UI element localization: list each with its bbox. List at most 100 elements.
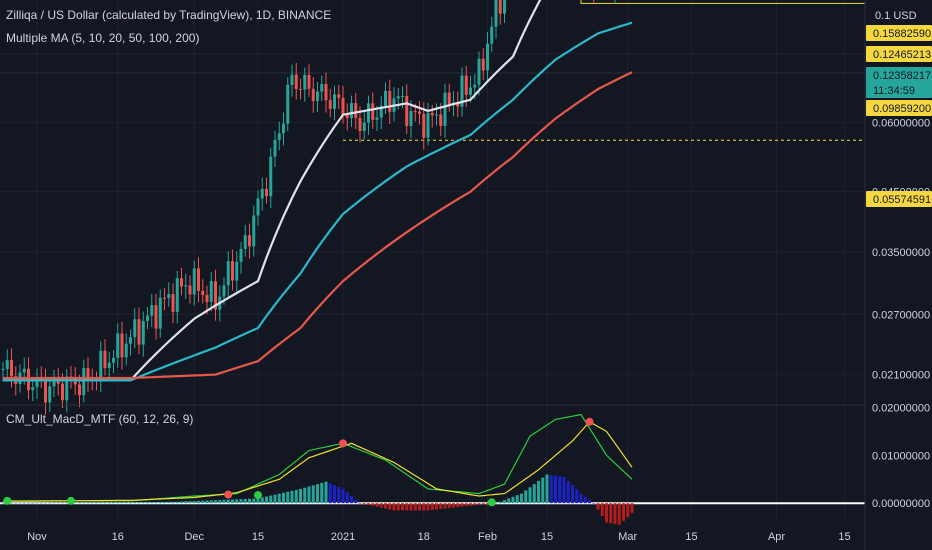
- candle-body: [223, 285, 226, 296]
- macd-histogram-bar: [388, 503, 391, 509]
- candle-body: [384, 91, 387, 106]
- macd-histogram-bar: [108, 502, 111, 503]
- candle-body: [482, 59, 485, 71]
- macd-histogram-bar: [82, 503, 85, 504]
- time-axis-label: 18: [418, 531, 430, 543]
- time-axis-label: 16: [112, 531, 124, 543]
- candle-body: [227, 261, 230, 285]
- candle-body: [282, 124, 285, 134]
- macd-histogram-bar: [31, 503, 34, 504]
- candle-body: [44, 380, 47, 403]
- macd-histogram-bar: [48, 503, 51, 504]
- macd-axis-tick: 0.01000000: [872, 450, 930, 462]
- macd-histogram-bar: [631, 503, 634, 513]
- candle-body: [329, 100, 332, 109]
- macd-histogram-bar: [159, 502, 162, 503]
- macd-histogram-bar: [40, 503, 43, 504]
- candle-body: [265, 189, 268, 196]
- candle-body: [121, 334, 124, 358]
- candle-body: [138, 319, 141, 344]
- macd-histogram-bar: [125, 502, 128, 503]
- candle-body: [155, 305, 158, 328]
- macd-histogram-bar: [584, 497, 587, 503]
- macd-histogram-bar: [507, 498, 510, 503]
- candle-body: [499, 0, 502, 14]
- level-price-tag[interactable]: 0.12465213: [866, 46, 932, 62]
- macd-histogram-bar: [580, 494, 583, 504]
- candle-body: [363, 123, 366, 131]
- macd-histogram-bar: [503, 500, 506, 503]
- candle-body: [354, 103, 357, 118]
- macd-histogram-bar: [269, 496, 272, 504]
- candle-body: [197, 268, 200, 290]
- macd-histogram-bar: [554, 476, 557, 504]
- current-price-tag[interactable]: 11:34:59: [866, 82, 932, 98]
- candle-body: [261, 189, 264, 199]
- macd-histogram-bar: [614, 503, 617, 524]
- macd-histogram-bar: [563, 477, 566, 503]
- candle-body: [206, 295, 209, 302]
- candle[interactable]: [286, 77, 289, 131]
- macd-histogram-bar: [44, 503, 47, 504]
- macd-cross-marker: [67, 497, 75, 505]
- candle-body: [414, 111, 417, 112]
- macd-histogram-bar: [414, 503, 417, 510]
- macd-cross-marker: [339, 439, 347, 447]
- ma-indicator-label[interactable]: Multiple MA (5, 10, 20, 50, 100, 200): [6, 31, 199, 45]
- macd-histogram-bar: [376, 503, 379, 507]
- candle-body: [82, 368, 85, 395]
- candle-body: [176, 278, 179, 312]
- macd-histogram-bar: [427, 503, 430, 510]
- macd-histogram-bar: [431, 503, 434, 510]
- macd-histogram-bar: [150, 502, 153, 503]
- current-price-tag[interactable]: 0.12358217: [866, 67, 932, 83]
- macd-histogram-bar: [363, 503, 366, 504]
- candle-body: [503, 0, 506, 14]
- candle-body: [312, 89, 315, 101]
- macd-histogram-bar: [129, 502, 132, 503]
- macd-histogram-bar: [371, 503, 374, 506]
- macd-histogram-bar: [146, 502, 149, 503]
- macd-histogram-bar: [478, 503, 481, 505]
- candle-body: [23, 369, 26, 373]
- level-price-tag[interactable]: 0.05574591: [866, 191, 932, 207]
- macd-histogram-bar: [337, 487, 340, 503]
- macd-histogram-bar: [605, 503, 608, 522]
- time-axis-label: 15: [252, 531, 264, 543]
- macd-histogram-bar: [257, 498, 260, 503]
- macd-histogram-bar: [622, 503, 625, 521]
- candle-body: [303, 75, 306, 90]
- symbol-title[interactable]: Zilliqa / US Dollar (calculated by Tradi…: [6, 8, 331, 22]
- level-price-tag[interactable]: 0.15882590: [866, 25, 932, 41]
- macd-histogram-bar: [592, 503, 595, 504]
- level-price-tag[interactable]: 0.09859200: [866, 100, 932, 116]
- candle-body: [48, 386, 51, 402]
- macd-histogram-bar: [210, 500, 213, 503]
- macd-histogram-bar: [597, 503, 600, 509]
- macd-histogram-bar: [299, 489, 302, 503]
- macd-indicator-label[interactable]: CM_Ult_MacD_MTF (60, 12, 26, 9): [6, 412, 193, 426]
- candle-body: [388, 91, 391, 112]
- macd-histogram-bar: [308, 486, 311, 503]
- macd-histogram-bar: [36, 503, 39, 504]
- macd-histogram-bar: [53, 503, 56, 504]
- macd-histogram-bar: [23, 503, 26, 504]
- tag-label: 0.09859200: [873, 103, 931, 115]
- candle-body: [486, 44, 489, 71]
- macd-histogram-bar: [354, 500, 357, 504]
- candle-body: [308, 75, 311, 89]
- macd-histogram-bar: [444, 503, 447, 508]
- candle-body: [469, 88, 472, 95]
- macd-histogram-bar: [537, 481, 540, 503]
- candle-body: [2, 369, 5, 370]
- macd-histogram-bar: [206, 500, 209, 503]
- candle-body: [478, 59, 481, 85]
- macd-histogram-bar: [448, 503, 451, 508]
- candle-body: [473, 85, 476, 88]
- macd-histogram-bar: [265, 497, 268, 504]
- candle-body: [278, 133, 281, 140]
- candle-body: [163, 298, 166, 299]
- candle-body: [252, 215, 255, 246]
- time-axis-label: Nov: [27, 531, 47, 543]
